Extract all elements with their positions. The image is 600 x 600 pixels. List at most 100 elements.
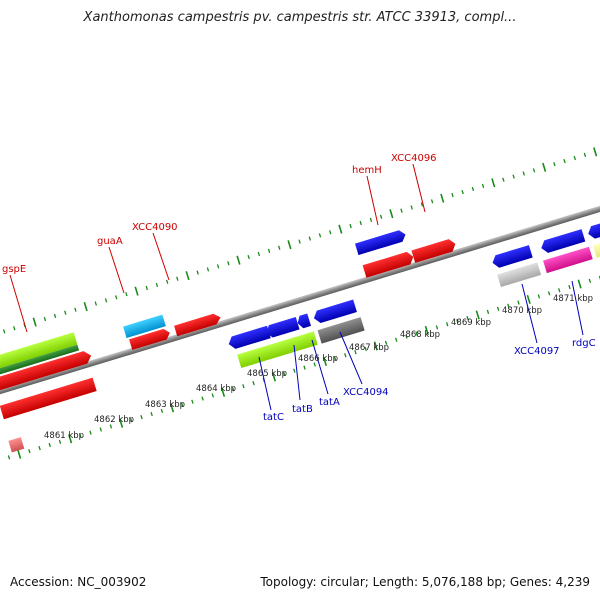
minor-tick: [558, 288, 561, 293]
minor-tick: [502, 177, 505, 182]
minor-tick: [329, 230, 332, 235]
kbp-label: 4869 kbp: [451, 318, 491, 328]
gene-xcc4094[interactable]: [317, 317, 365, 344]
minor-tick: [278, 245, 281, 250]
gene-yellow-right[interactable]: [592, 235, 600, 258]
minor-tick: [160, 408, 164, 414]
gene-label-guaa[interactable]: guaA: [97, 236, 123, 247]
minor-tick: [395, 337, 398, 342]
gene-label-xcc4094[interactable]: XCC4094: [343, 387, 389, 398]
gene-rdgc[interactable]: [543, 246, 593, 274]
major-tick: [526, 294, 531, 305]
top-gene-labels: gspE guaA XCC4090 hemH XCC4096: [2, 153, 437, 333]
label-leader-guaa: [108, 246, 125, 294]
gene-guaa[interactable]: [123, 314, 166, 339]
minor-tick: [125, 292, 128, 297]
gene-xcc4096[interactable]: [411, 238, 457, 263]
major-tick: [119, 418, 124, 428]
minor-tick: [231, 387, 235, 392]
minor-tick: [517, 300, 520, 305]
gene-label-xcc4096[interactable]: XCC4096: [391, 153, 437, 164]
kbp-label: 4871 kbp: [553, 294, 593, 304]
minor-tick: [466, 315, 469, 321]
major-tick: [287, 240, 292, 250]
minor-tick: [415, 331, 418, 336]
gene-label-xcc4097[interactable]: XCC4097: [514, 346, 560, 357]
minor-tick: [547, 291, 551, 296]
minor-tick: [140, 415, 143, 420]
minor-tick: [28, 449, 31, 454]
gene-label-tata[interactable]: tatA: [319, 397, 340, 408]
gene-label-hemh[interactable]: hemH: [352, 165, 382, 176]
minor-tick: [94, 301, 98, 306]
gene-xcc4090[interactable]: [174, 312, 222, 337]
gene-xcc4097[interactable]: [497, 262, 542, 288]
minor-tick: [384, 340, 388, 345]
minor-tick: [211, 393, 214, 398]
minor-tick: [104, 298, 108, 303]
minor-tick: [242, 384, 245, 389]
gene-label-rdgc[interactable]: rdgC: [572, 338, 596, 349]
minor-tick: [568, 284, 571, 290]
kbp-label: 4864 kbp: [196, 384, 236, 394]
kbp-label: 4863 kbp: [145, 400, 185, 410]
kbp-label: 4865 kbp: [247, 369, 287, 379]
major-tick: [236, 255, 241, 265]
minor-tick: [227, 261, 230, 266]
gene-xcc4094-blue[interactable]: [312, 299, 357, 325]
minor-tick: [7, 455, 11, 460]
kbp-label: 4867 kbp: [349, 343, 389, 353]
gene-blue-right-1[interactable]: [491, 245, 533, 269]
gene-pink-edge[interactable]: [8, 437, 25, 453]
minor-tick: [308, 236, 312, 241]
minor-tick: [58, 439, 62, 445]
minor-tick: [451, 193, 454, 198]
gene-red-forward-2[interactable]: [129, 327, 171, 350]
gene-tat-cluster[interactable]: [237, 331, 318, 369]
gene-gspe[interactable]: [0, 332, 78, 372]
gene-red-reverse-1[interactable]: [0, 377, 97, 420]
gene-blue-top[interactable]: [354, 229, 407, 256]
gene-red-forward-1[interactable]: [0, 349, 93, 393]
minor-tick: [150, 411, 153, 417]
minor-tick: [191, 399, 194, 404]
minor-tick: [333, 356, 337, 361]
minor-tick: [267, 248, 271, 253]
minor-tick: [354, 350, 357, 355]
minor-tick: [583, 152, 587, 158]
minor-tick: [364, 346, 367, 352]
gene-tatc-blue[interactable]: [227, 325, 271, 351]
major-tick: [338, 224, 343, 234]
minor-tick: [130, 418, 133, 423]
minor-tick: [410, 205, 413, 210]
gene-label-xcc4090[interactable]: XCC4090: [132, 222, 178, 233]
genome-summary-text: Topology: circular; Length: 5,076,188 bp…: [260, 575, 590, 589]
minor-tick: [155, 282, 159, 288]
gene-blue-right-3[interactable]: [586, 217, 600, 240]
gene-blue-right-2[interactable]: [539, 229, 586, 254]
minor-tick: [74, 307, 77, 312]
major-tick: [32, 317, 37, 327]
minor-tick: [298, 239, 301, 244]
major-tick: [17, 449, 22, 459]
bottom-gene-labels: tatC tatB tatA XCC4094 XCC4097 rdgC: [258, 280, 596, 423]
minor-tick: [481, 183, 485, 188]
gene-label-tatb[interactable]: tatB: [292, 404, 313, 415]
gene-label-gspe[interactable]: gspE: [2, 264, 26, 275]
major-tick: [389, 209, 394, 219]
gene-hemh[interactable]: [362, 250, 416, 278]
gene-tatb-blue[interactable]: [264, 316, 300, 339]
gene-label-tatc[interactable]: tatC: [263, 412, 284, 423]
major-tick: [542, 162, 547, 172]
minor-tick: [349, 223, 352, 229]
minor-tick: [43, 316, 47, 322]
minor-tick: [522, 171, 525, 176]
genome-strip: [0, 147, 600, 463]
label-leader-xcc4094: [339, 331, 363, 385]
minor-tick: [369, 217, 373, 223]
minor-tick: [201, 396, 204, 401]
minor-tick: [537, 294, 541, 299]
gene-tata-blue[interactable]: [296, 313, 312, 329]
